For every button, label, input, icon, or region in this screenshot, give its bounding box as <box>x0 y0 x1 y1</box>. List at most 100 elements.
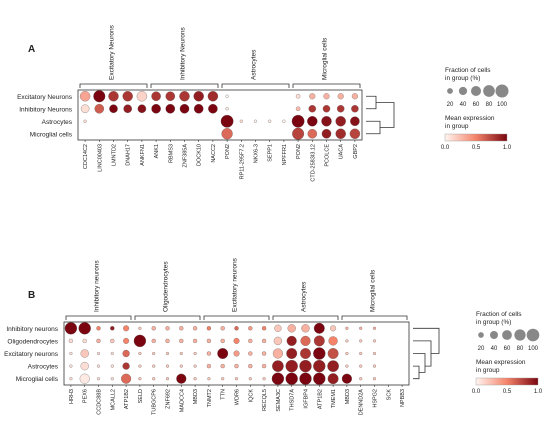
dot <box>345 339 349 343</box>
panel-a: A Excitatory Neurons Inhibitory Neurons Ast… <box>17 24 512 181</box>
color-legend-tick: 0.0 <box>472 389 481 395</box>
gene-label: TTN <box>221 389 227 400</box>
size-legend-dot <box>490 331 498 339</box>
dot <box>179 338 184 344</box>
gene-label: CDC14C2 <box>83 144 89 169</box>
gene-label: DNAH17 <box>126 144 132 166</box>
dot <box>136 91 148 102</box>
dot <box>221 377 225 381</box>
dot <box>300 335 311 346</box>
dendro-branch <box>413 353 426 373</box>
dot <box>336 105 345 113</box>
dot <box>123 325 130 332</box>
dot <box>165 364 170 368</box>
dot <box>359 326 363 330</box>
dot <box>225 94 229 98</box>
dot <box>299 372 312 385</box>
gene-label: DOCK10 <box>197 144 203 166</box>
group-bracket <box>65 315 132 320</box>
dot <box>192 338 198 344</box>
color-legend-tick: 0.5 <box>503 389 512 395</box>
dot <box>313 359 326 373</box>
gene-label: PON2 <box>225 144 231 159</box>
gene-label: PON2 <box>296 144 302 159</box>
dot <box>110 338 115 344</box>
dot <box>313 347 326 360</box>
gene-label: PCOLCE <box>325 144 331 167</box>
size-legend-dot <box>526 328 540 342</box>
dot <box>208 104 218 114</box>
dot <box>313 372 326 385</box>
dot <box>206 351 212 356</box>
dot <box>165 326 170 331</box>
dot <box>345 364 349 368</box>
color-legend-tick: 1.0 <box>534 389 543 395</box>
dot <box>351 93 358 100</box>
dot <box>248 363 253 369</box>
dot <box>193 91 204 102</box>
gene-label: ZNF385A <box>183 144 189 168</box>
dot <box>96 338 101 344</box>
dot <box>206 363 212 369</box>
dot <box>300 348 311 359</box>
dot <box>193 104 204 114</box>
gene-label: RP11-295F7.2 <box>239 144 245 179</box>
group-bracket <box>134 315 201 320</box>
dendro-branch <box>413 365 420 380</box>
group-bracket <box>272 315 339 320</box>
dot <box>96 377 101 381</box>
dot <box>133 334 147 348</box>
size-legend-dot <box>502 330 512 340</box>
group-label: Oligodendrocytes <box>163 261 170 312</box>
color-legend-title: Mean expression <box>476 359 526 366</box>
group-label: Microglial cells <box>370 269 377 312</box>
panel-label: B <box>28 290 35 301</box>
dot <box>345 351 349 356</box>
dendro-branch <box>376 102 395 128</box>
dot <box>285 372 298 385</box>
dot <box>225 107 229 111</box>
dot <box>239 119 243 123</box>
dot <box>220 338 225 344</box>
dot <box>109 104 118 114</box>
dot <box>295 94 301 99</box>
dot <box>123 104 132 114</box>
size-legend-dot <box>470 85 482 97</box>
dot <box>274 324 282 332</box>
dot <box>78 322 91 335</box>
color-legend-title: in group <box>476 367 500 374</box>
gene-label: RBMS3 <box>168 144 174 163</box>
dot <box>308 105 317 113</box>
dot <box>151 91 161 101</box>
dot <box>176 373 187 384</box>
row-label: Astrocytes <box>42 119 73 126</box>
dot <box>337 93 344 100</box>
dot <box>79 91 91 102</box>
dot <box>359 351 363 356</box>
dot <box>307 129 318 139</box>
size-legend-dot <box>447 88 453 94</box>
group-label: Excitatory Neurons <box>109 24 116 80</box>
dot <box>80 104 90 114</box>
dot <box>68 338 74 344</box>
dot <box>359 364 363 368</box>
gene-label: THSD7A <box>290 389 296 411</box>
size-legend-tick: 20 <box>478 346 485 352</box>
dot <box>69 377 73 381</box>
gene-label: MBD3 <box>345 389 351 404</box>
dot <box>138 364 142 368</box>
dot <box>179 91 190 102</box>
dot <box>372 351 377 356</box>
row-label: Microglial cells <box>16 376 59 383</box>
dot <box>64 322 78 335</box>
dot <box>220 363 225 369</box>
dot <box>193 351 197 356</box>
dot <box>69 351 73 356</box>
dot <box>122 362 130 370</box>
color-legend-bar <box>475 377 539 386</box>
dot <box>165 104 176 114</box>
gene-label: DENND2A <box>359 389 365 416</box>
dot <box>193 377 197 381</box>
dot <box>272 360 284 372</box>
dot <box>291 114 305 128</box>
